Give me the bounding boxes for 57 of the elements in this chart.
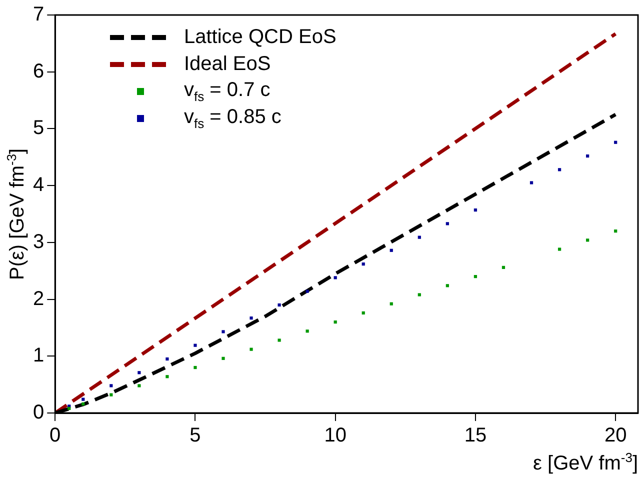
point	[278, 303, 281, 307]
point	[474, 274, 478, 278]
point	[614, 140, 618, 144]
point	[82, 398, 85, 401]
x-tick-label: 20	[604, 424, 627, 447]
point	[446, 284, 449, 288]
point	[362, 262, 365, 266]
point	[390, 302, 393, 306]
point	[418, 236, 421, 239]
x-tick-label: 0	[50, 424, 61, 447]
y-tick-label: 0	[33, 402, 44, 424]
y-tick-label: 3	[33, 230, 44, 253]
point	[194, 344, 197, 347]
point	[334, 320, 337, 324]
point	[306, 330, 309, 333]
point	[68, 406, 71, 410]
x-axis-title: ε [GeV fm$^{-3}$]	[533, 450, 638, 476]
point	[586, 238, 590, 242]
point	[586, 154, 590, 158]
point	[138, 384, 141, 388]
y-tick-label: 7	[33, 4, 44, 26]
point	[306, 290, 309, 293]
point	[418, 293, 421, 296]
legend-label: v$_{fs}$ = 0.85 c	[184, 106, 282, 131]
point	[166, 375, 169, 378]
legend-label: v$_{fs}$ = 0.7 c	[184, 79, 270, 104]
y-tick-label: 5	[33, 117, 44, 140]
point	[110, 393, 113, 396]
point	[222, 356, 225, 360]
point	[614, 230, 618, 233]
point	[390, 248, 393, 252]
point	[558, 168, 562, 172]
y-tick-label: 4	[33, 174, 44, 196]
legend-label: Lattice QCD EoS	[184, 26, 336, 49]
point	[250, 348, 253, 351]
point	[194, 366, 197, 370]
y-tick-label: 2	[33, 288, 44, 310]
y-tick-label: 6	[33, 60, 44, 82]
point	[446, 222, 449, 226]
point	[138, 371, 141, 374]
point	[362, 311, 365, 314]
point	[222, 330, 225, 334]
point	[474, 208, 478, 212]
point	[250, 316, 253, 320]
x-tick-label: 15	[464, 424, 487, 447]
point	[110, 384, 113, 388]
point	[502, 266, 506, 269]
x-tick-label: 10	[324, 424, 346, 447]
point	[278, 338, 281, 342]
legend-label: Ideal EoS	[184, 53, 271, 76]
y-tick-label: 1	[33, 344, 44, 367]
point	[166, 357, 169, 361]
point	[530, 181, 534, 184]
point	[334, 276, 337, 280]
point	[558, 248, 562, 251]
x-tick-label: 5	[190, 424, 201, 447]
point	[82, 402, 85, 406]
